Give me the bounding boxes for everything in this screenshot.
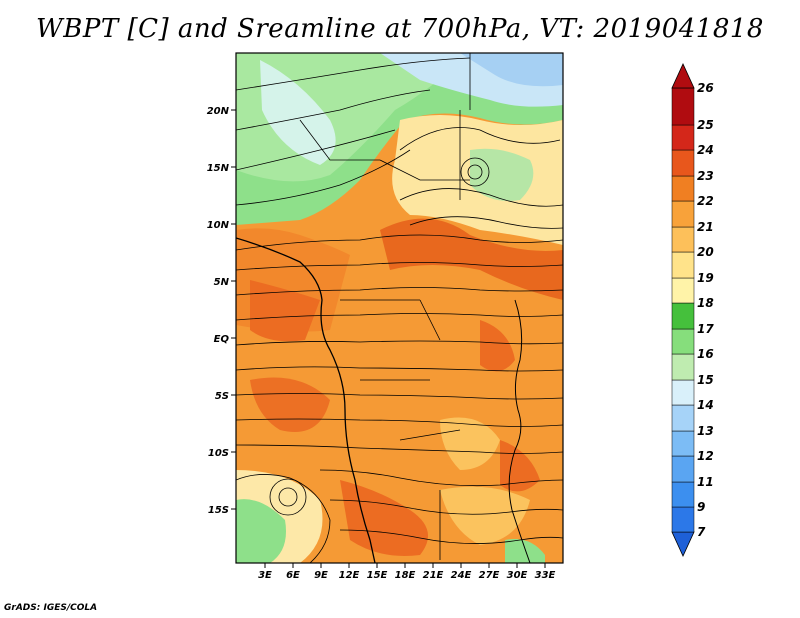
colorbar-label-17: 17 — [697, 322, 714, 336]
lon-label-33e: 33E — [535, 570, 556, 581]
lat-label-5n: 5N — [214, 277, 230, 288]
lat-label-10n: 10N — [207, 220, 230, 231]
colorbar-label-24: 24 — [697, 143, 714, 157]
lon-label-3e: 3E — [258, 570, 272, 581]
colorbar-label-23: 23 — [697, 169, 714, 183]
colorbar-swatch-24 — [671, 149, 695, 177]
lon-label-30e: 30E — [507, 570, 528, 581]
colorbar-label-14: 14 — [697, 398, 714, 412]
colorbar-swatch-26 — [671, 87, 695, 126]
colorbar-swatch-16 — [671, 353, 695, 381]
grads-credit: GrADS: IGES/COLA — [4, 603, 98, 613]
lat-label-15s: 15S — [208, 505, 229, 516]
colorbar-swatch-15 — [671, 379, 695, 406]
lat-label-5s: 5S — [215, 391, 229, 402]
colorbar-label-21: 21 — [697, 220, 714, 234]
colorbar-swatch-11 — [671, 481, 695, 508]
colorbar-label-22: 22 — [697, 194, 714, 208]
lon-label-12e: 12E — [339, 570, 360, 581]
colorbar: 7 9 11 12 13 14 15 16 17 18 19 20 21 22 … — [671, 63, 714, 557]
colorbar-swatch-13 — [671, 430, 695, 457]
lon-label-6e: 6E — [286, 570, 300, 581]
colorbar-swatch-18 — [671, 302, 695, 330]
colorbar-label-20: 20 — [697, 245, 714, 259]
colorbar-swatch-25 — [671, 124, 695, 151]
lat-axis: 20N 15N 10N 5N EQ 5S 10S 15S — [207, 106, 236, 516]
colorbar-swatch-9 — [671, 506, 695, 533]
colorbar-label-18: 18 — [697, 296, 714, 310]
lat-label-20n: 20N — [207, 106, 230, 117]
colorbar-swatch-21 — [671, 226, 695, 253]
colorbar-label-12: 12 — [697, 449, 714, 463]
lon-label-15e: 15E — [367, 570, 388, 581]
colorbar-label-7: 7 — [697, 525, 706, 539]
colorbar-swatch-19 — [671, 277, 695, 304]
colorbar-max-arrow — [671, 63, 695, 89]
colorbar-label-9: 9 — [697, 500, 705, 514]
lat-label-15n: 15N — [207, 163, 230, 174]
colorbar-swatch-20 — [671, 251, 695, 279]
colorbar-min-arrow — [671, 531, 695, 557]
lat-label-10s: 10S — [208, 448, 229, 459]
colorbar-label-16: 16 — [697, 347, 714, 361]
colorbar-swatch-22 — [671, 200, 695, 228]
lon-label-24e: 24E — [451, 570, 472, 581]
colorbar-swatch-14 — [671, 404, 695, 432]
lat-label-eq: EQ — [214, 334, 230, 345]
lon-label-18e: 18E — [395, 570, 416, 581]
colorbar-label-11: 11 — [697, 475, 714, 489]
wbpt-field — [236, 53, 563, 563]
map-border — [235, 52, 564, 564]
lon-label-27e: 27E — [479, 570, 500, 581]
colorbar-label-15: 15 — [697, 373, 714, 387]
colorbar-label-26: 26 — [697, 81, 714, 95]
colorbar-swatch-23 — [671, 175, 695, 202]
colorbar-swatch-12 — [671, 455, 695, 483]
lon-label-9e: 9E — [314, 570, 328, 581]
lon-label-21e: 21E — [423, 570, 444, 581]
colorbar-swatch-17 — [671, 328, 695, 355]
lon-axis: 3E 6E 9E 12E 15E 18E 21E 24E 27E 30E 33E — [258, 563, 556, 581]
colorbar-label-13: 13 — [697, 424, 714, 438]
colorbar-label-25: 25 — [697, 118, 714, 132]
colorbar-label-19: 19 — [697, 271, 714, 285]
map-title: WBPT [C] and Sreamline at 700hPa, VT: 20… — [36, 14, 764, 44]
